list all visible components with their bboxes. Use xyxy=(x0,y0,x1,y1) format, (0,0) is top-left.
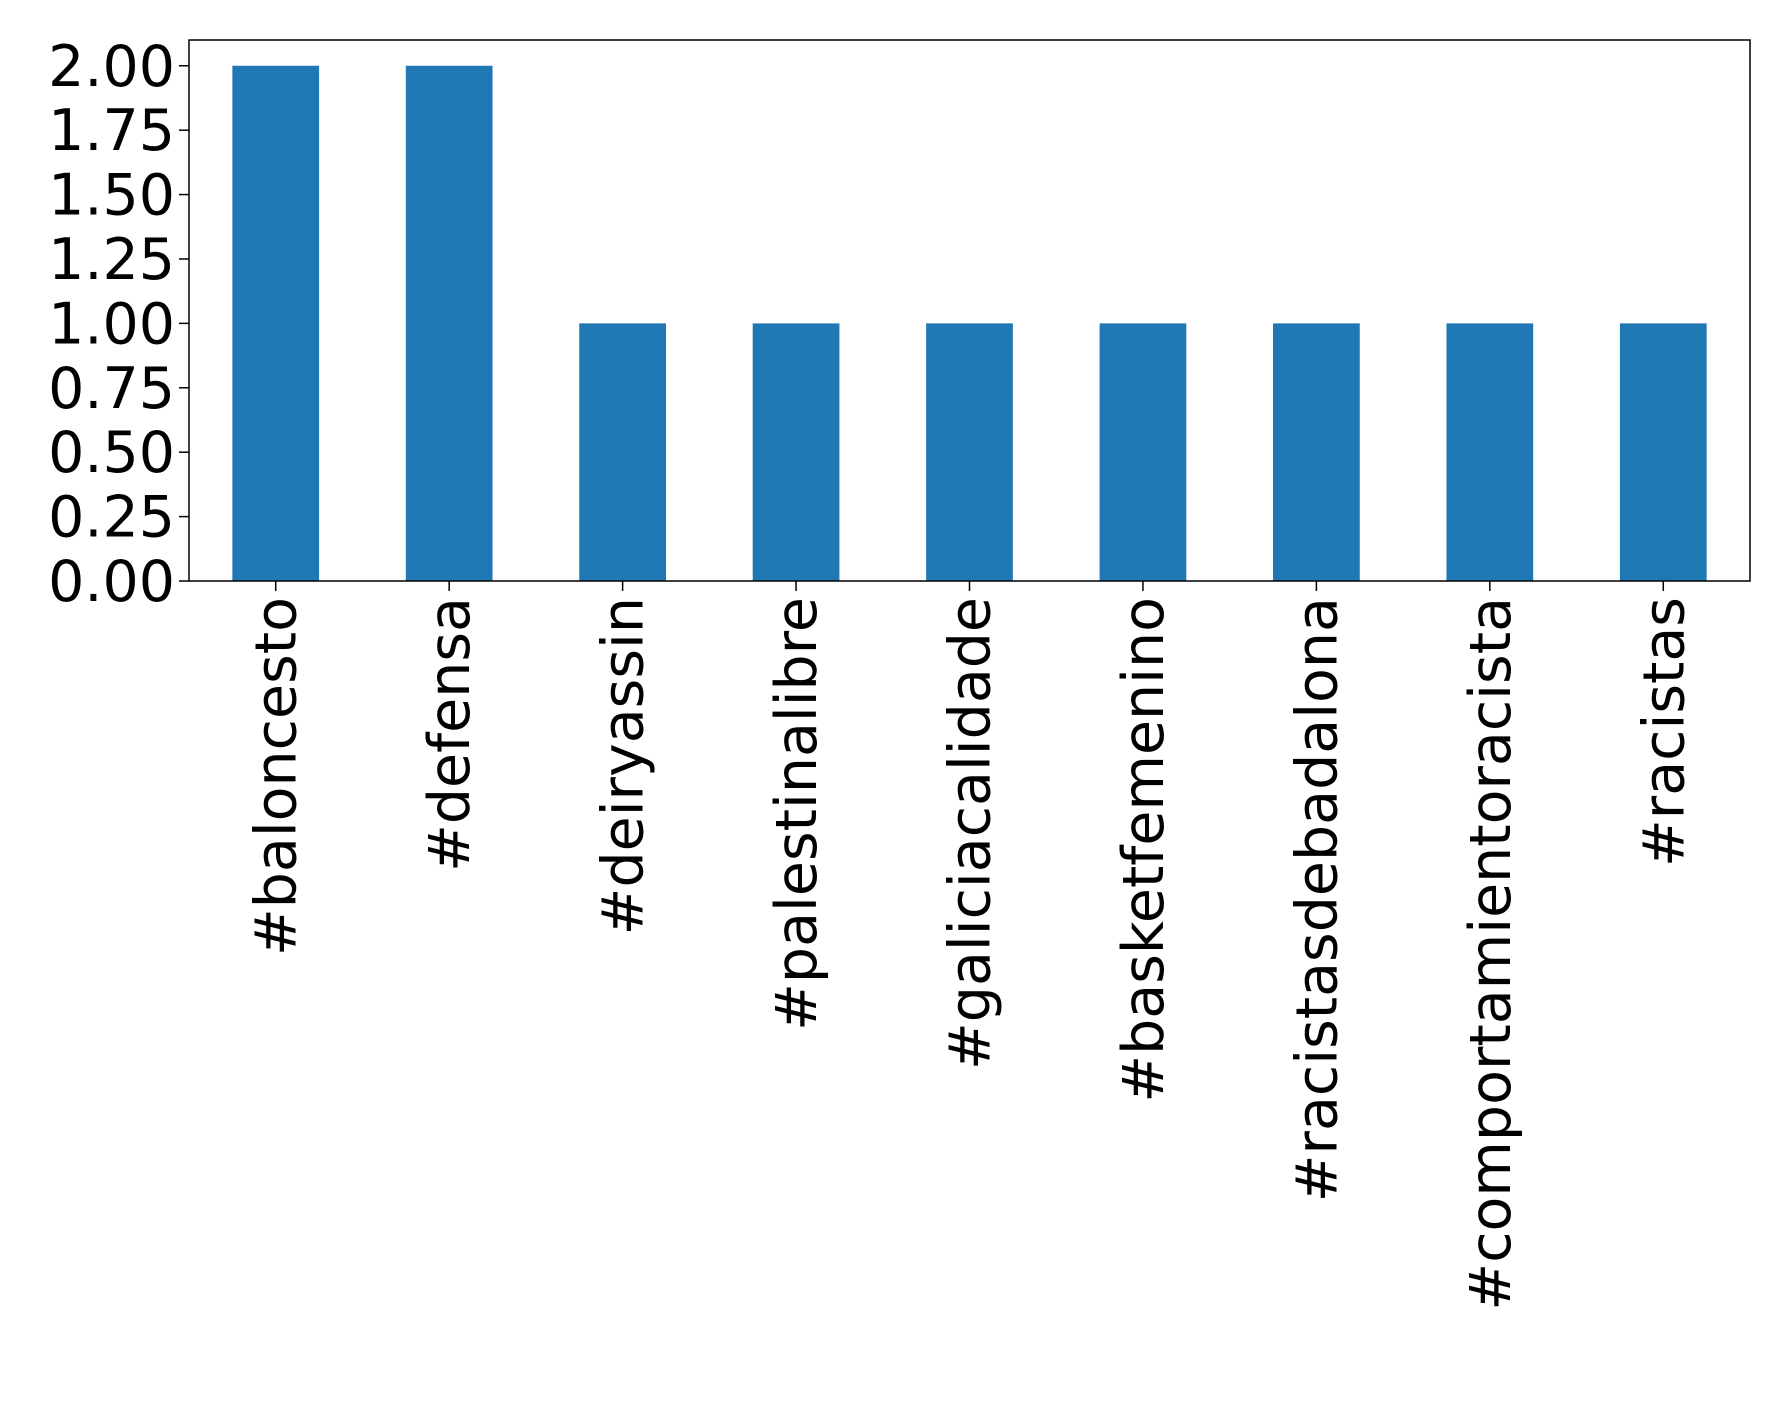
x-tick-label: #basketfemenino xyxy=(1111,597,1177,1103)
bar xyxy=(1099,323,1187,581)
x-tick-label: #racistasdebadalona xyxy=(1284,597,1350,1202)
y-tick-label: 1.00 xyxy=(48,291,175,357)
x-tick-label: #racistas xyxy=(1631,597,1697,867)
bar xyxy=(752,323,840,581)
y-tick-label: 1.50 xyxy=(48,163,175,229)
bar xyxy=(579,323,666,581)
x-tick-label: #comportamientoracista xyxy=(1458,597,1524,1311)
x-tick-label: #deiryassin xyxy=(591,597,657,935)
y-tick-label: 0.75 xyxy=(48,356,175,422)
bar xyxy=(232,65,320,581)
bar xyxy=(1273,323,1360,581)
y-tick-label: 1.25 xyxy=(48,227,175,293)
y-tick-label: 0.50 xyxy=(48,420,175,486)
y-tick-label: 0.00 xyxy=(48,549,175,615)
bar xyxy=(926,323,1013,581)
x-tick-label: #palestinalibre xyxy=(764,597,830,1031)
x-tick-label: #galiciacalidade xyxy=(938,597,1004,1070)
bar xyxy=(405,65,493,581)
y-tick-label: 0.25 xyxy=(48,485,175,551)
x-tick-label: #baloncesto xyxy=(244,597,310,956)
plot-frame xyxy=(188,39,1751,582)
y-tick-label: 1.75 xyxy=(48,98,175,164)
x-tick-label: #defensa xyxy=(417,597,483,872)
bar xyxy=(1619,323,1707,581)
bar xyxy=(1446,323,1534,581)
y-tick-label: 2.00 xyxy=(48,34,175,100)
